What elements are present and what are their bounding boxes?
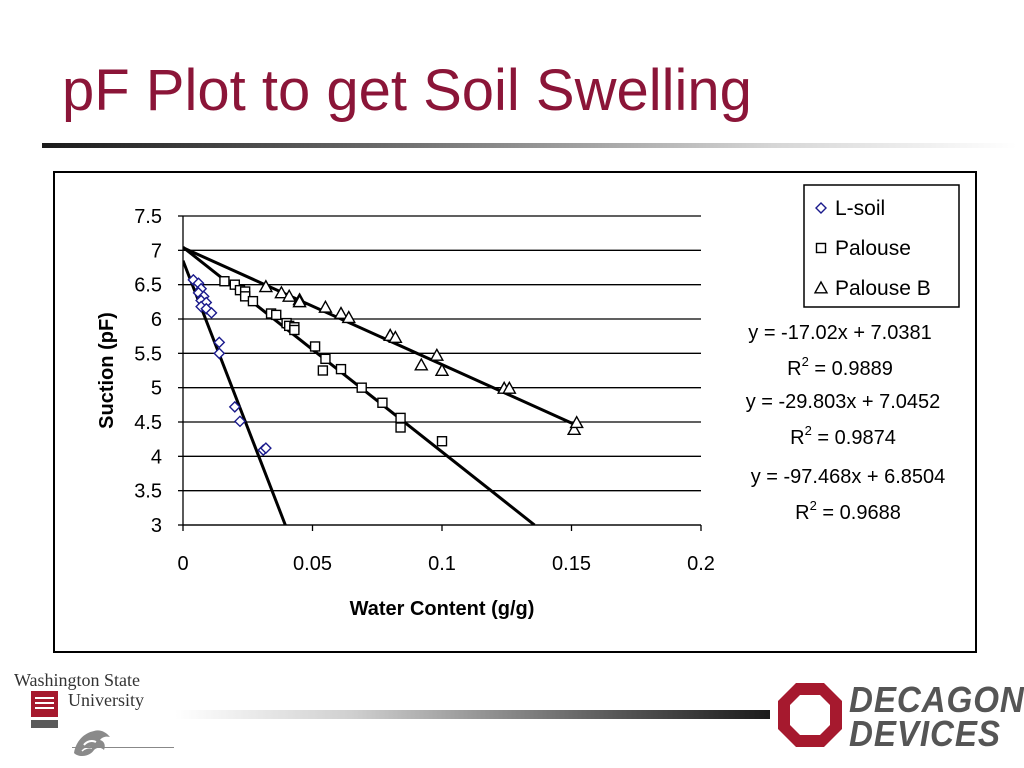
legend-diamond-marker [815, 202, 827, 214]
legend-square-marker [815, 242, 827, 254]
r-squared-superscript: 2 [805, 423, 812, 438]
legend-label: Palouse [835, 237, 911, 260]
y-axis-title: Suction (pF) [96, 312, 118, 429]
y-tick-label: 5.5 [134, 343, 162, 365]
chart-frame: 3 3.5 4 4.5 5 5.5 6 6.5 7 7.5 0 0.05 0.1 0.15 0.2 Water… [53, 171, 977, 653]
triangle-data-point [429, 347, 445, 361]
square-data-point [271, 309, 282, 321]
triangle-data-point [566, 422, 582, 436]
axes: 3 3.5 4 4.5 5 5.5 6 6.5 7 7.5 0 0.05 0.1 0.15 0.2 Water… [96, 206, 715, 620]
r-squared-label: R2 = 0.9688 [795, 498, 901, 524]
square-data-point [320, 353, 331, 365]
decagon-octagon-icon [778, 683, 842, 747]
wsu-logo: Washington State University [10, 668, 175, 763]
y-tick-label: 3.5 [134, 481, 162, 503]
decagon-logo: DECAGON DEVICES [776, 680, 1024, 752]
x-axis-title: Water Content (g/g) [350, 598, 535, 620]
triangle-data-point [292, 294, 307, 308]
diamond-data-point [259, 442, 272, 455]
decagon-word: DECAGON [849, 679, 1024, 720]
x-tick-label: 0.1 [428, 553, 456, 575]
r-squared-symbol: R [787, 358, 801, 380]
title-divider [42, 143, 1017, 148]
triangle-data-point [318, 299, 333, 313]
diamond-data-point [233, 415, 246, 428]
y-tick-label: 4 [151, 446, 162, 468]
r-squared-value: = 0.9688 [817, 502, 901, 524]
r-squared-label: R2 = 0.9889 [787, 354, 893, 380]
square-data-point [289, 324, 300, 336]
trendline-equation: y = -17.02x + 7.0381 [748, 322, 931, 344]
triangle-data-point [333, 306, 349, 320]
x-tick-label: 0.2 [687, 553, 715, 575]
square-data-point [395, 412, 406, 424]
r-squared-label: R2 = 0.9874 [790, 423, 896, 449]
footer-divider [175, 710, 770, 719]
triangle-data-point [341, 310, 356, 324]
gridlines [183, 215, 701, 526]
r-squared-symbol: R [790, 427, 804, 449]
x-tick-label: 0.05 [293, 553, 332, 575]
y-tick-label: 6.5 [134, 275, 162, 297]
x-tick-label: 0.15 [552, 553, 591, 575]
diamond-data-point [213, 347, 226, 360]
devices-word: DEVICES [849, 713, 1001, 754]
r-squared-value: = 0.9874 [812, 427, 896, 449]
triangle-data-point [502, 380, 517, 394]
trendline-equation: y = -29.803x + 7.0452 [746, 391, 941, 413]
square-data-point [247, 295, 259, 307]
square-data-point [395, 422, 406, 433]
y-tick-label: 6 [151, 309, 162, 331]
legend: L-soil Palouse Palouse B [803, 184, 960, 308]
wsu-shield-icon [31, 691, 58, 717]
r-squared-superscript: 2 [810, 498, 817, 513]
triangle-data-point [388, 330, 403, 344]
chart-svg: 3 3.5 4 4.5 5 5.5 6 6.5 7 7.5 0 0.05 0.1 0.15 0.2 Water… [96, 184, 960, 620]
r-squared-superscript: 2 [802, 354, 809, 369]
y-tick-label: 7.5 [134, 206, 162, 228]
triangle-data-point [258, 279, 274, 293]
data-points [187, 273, 584, 457]
diamond-data-point [228, 400, 241, 413]
slide-title: pF Plot to get Soil Swelling [62, 58, 752, 123]
x-tick-label: 0 [177, 553, 188, 575]
trendline-equation: y = -97.468x + 6.8504 [751, 466, 946, 488]
r-squared-symbol: R [795, 502, 809, 524]
r-squared-value: = 0.9889 [809, 358, 893, 380]
wsu-bar-icon [31, 720, 58, 728]
triangle-data-point [274, 285, 289, 299]
square-data-point [436, 436, 448, 447]
y-tick-label: 4.5 [134, 412, 162, 434]
square-data-point [309, 341, 321, 352]
y-tick-label: 3 [151, 515, 162, 537]
legend-triangle-marker [813, 280, 829, 294]
triangle-data-point [434, 363, 450, 377]
triangle-data-point [282, 288, 297, 302]
triangle-data-point [414, 357, 429, 371]
legend-label: L-soil [835, 197, 885, 220]
square-data-point [377, 397, 388, 408]
legend-label: Palouse B [835, 277, 931, 300]
square-data-point [219, 276, 230, 287]
square-data-point [356, 382, 367, 393]
wsu-name-line1: Washington State [14, 670, 141, 690]
cougar-head-icon [74, 730, 110, 756]
y-tick-label: 7 [151, 240, 162, 262]
square-data-point [335, 363, 347, 375]
triangle-data-point [569, 415, 584, 429]
y-tick-label: 5 [151, 378, 162, 400]
wsu-underline [72, 747, 174, 748]
wsu-name-line2: University [68, 690, 144, 710]
square-data-point [317, 365, 329, 376]
legend-box [803, 184, 960, 308]
diamond-data-point [205, 306, 218, 319]
trendline [183, 246, 578, 427]
